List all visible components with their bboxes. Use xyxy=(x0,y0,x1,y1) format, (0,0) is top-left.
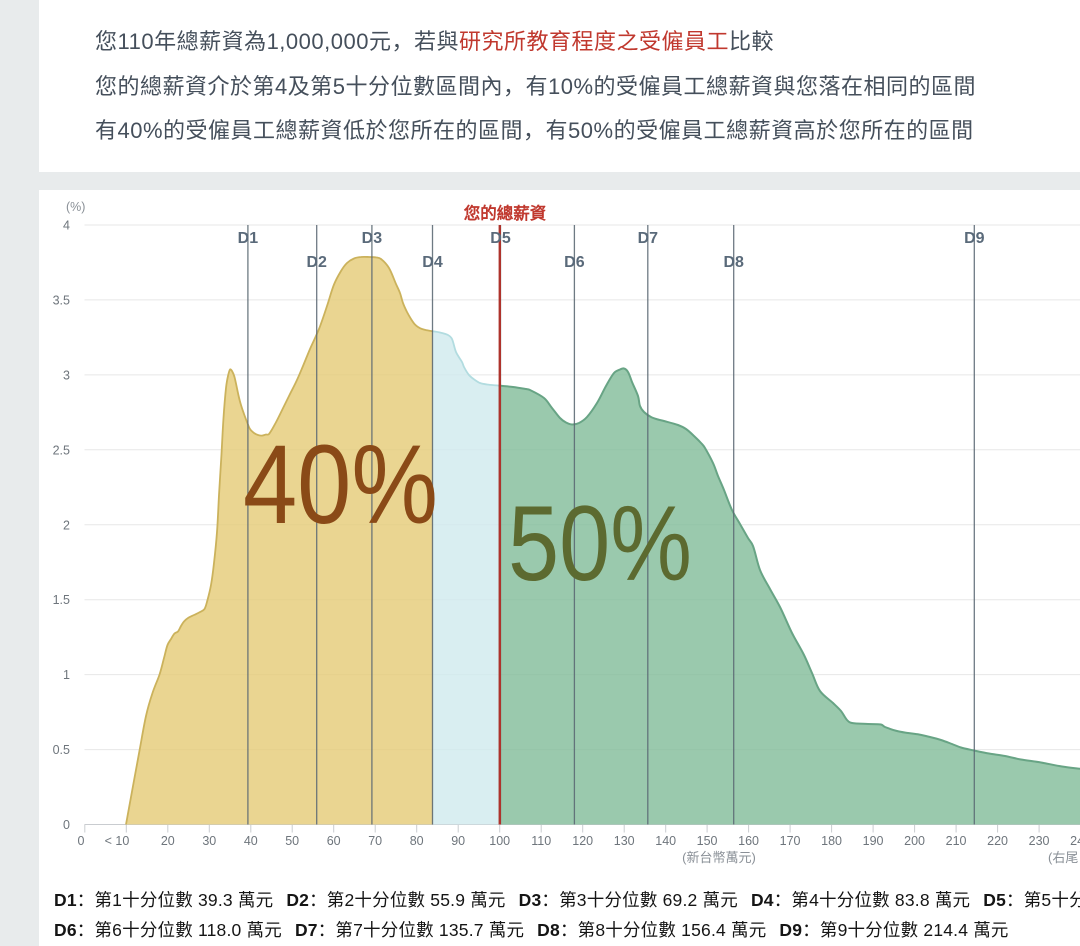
svg-text:D2: D2 xyxy=(306,254,327,271)
svg-text:3: 3 xyxy=(63,368,70,382)
svg-text:< 10: < 10 xyxy=(105,834,130,848)
svg-text:100: 100 xyxy=(489,834,510,848)
svg-text:90: 90 xyxy=(451,834,465,848)
svg-text:D4: D4 xyxy=(422,254,443,271)
svg-text:170: 170 xyxy=(780,834,801,848)
svg-text:2: 2 xyxy=(63,518,70,532)
svg-text:230: 230 xyxy=(1029,834,1050,848)
svg-text:220: 220 xyxy=(987,834,1008,848)
svg-text:180: 180 xyxy=(821,834,842,848)
svg-text:210: 210 xyxy=(946,834,967,848)
svg-text:您的總薪資: 您的總薪資 xyxy=(464,203,547,223)
svg-text:D7: D7 xyxy=(638,230,659,247)
svg-text:D5: D5 xyxy=(490,230,511,247)
svg-text:D3: D3 xyxy=(362,230,383,247)
svg-text:0: 0 xyxy=(63,818,70,832)
svg-text:140: 140 xyxy=(655,834,676,848)
svg-text:240: 240 xyxy=(1070,834,1080,848)
svg-text:0.5: 0.5 xyxy=(53,743,70,757)
svg-text:D6: D6 xyxy=(564,254,585,271)
svg-text:3.5: 3.5 xyxy=(53,293,70,307)
svg-text:160: 160 xyxy=(738,834,759,848)
svg-text:40: 40 xyxy=(244,834,258,848)
svg-text:110: 110 xyxy=(531,834,551,848)
svg-text:(新台幣萬元): (新台幣萬元) xyxy=(682,850,756,865)
svg-text:D8: D8 xyxy=(723,254,744,271)
svg-text:30: 30 xyxy=(202,834,216,848)
svg-text:50: 50 xyxy=(285,834,299,848)
svg-text:80: 80 xyxy=(410,834,424,848)
svg-text:20: 20 xyxy=(161,834,175,848)
svg-text:1.5: 1.5 xyxy=(53,593,70,607)
svg-text:2.5: 2.5 xyxy=(53,443,70,457)
svg-text:(右尾: (右尾 xyxy=(1048,850,1078,865)
svg-text:60: 60 xyxy=(327,834,341,848)
svg-text:50%: 50% xyxy=(508,483,692,603)
svg-text:D9: D9 xyxy=(964,230,985,247)
svg-text:0: 0 xyxy=(78,834,85,848)
svg-text:40%: 40% xyxy=(243,422,438,547)
svg-text:150: 150 xyxy=(697,834,718,848)
svg-text:(%): (%) xyxy=(66,200,85,214)
svg-text:200: 200 xyxy=(904,834,925,848)
svg-text:120: 120 xyxy=(572,834,593,848)
svg-text:70: 70 xyxy=(368,834,382,848)
svg-text:130: 130 xyxy=(614,834,635,848)
svg-text:D1: D1 xyxy=(238,230,259,247)
svg-text:1: 1 xyxy=(63,668,70,682)
svg-text:4: 4 xyxy=(63,219,70,233)
svg-text:190: 190 xyxy=(863,834,884,848)
